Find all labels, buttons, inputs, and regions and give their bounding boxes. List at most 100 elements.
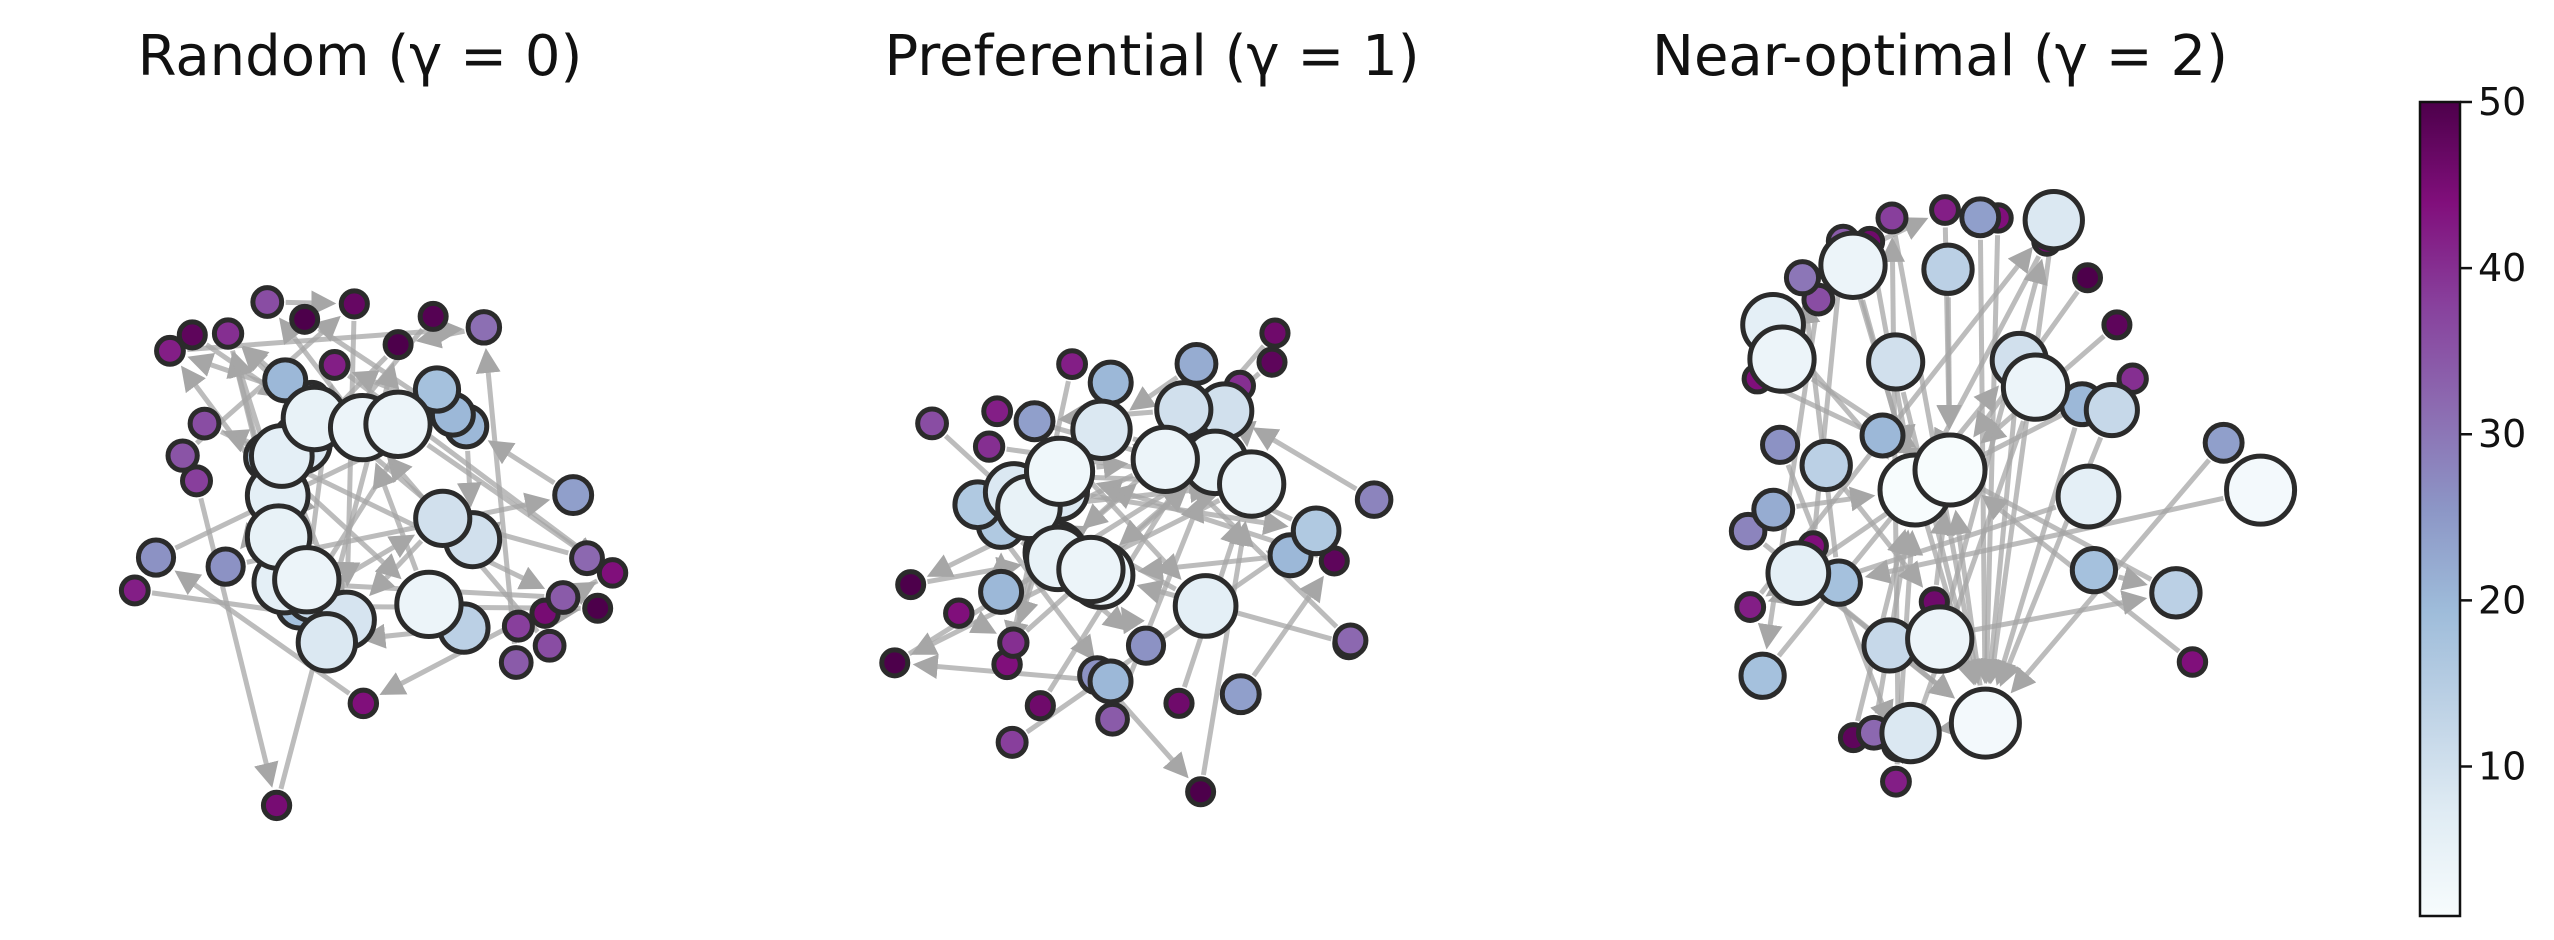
network-node bbox=[997, 626, 1030, 659]
edge-arrow bbox=[2117, 566, 2148, 591]
network-node bbox=[1024, 690, 1056, 722]
network-node bbox=[915, 406, 949, 441]
network-node bbox=[1880, 765, 1912, 798]
network-node bbox=[1163, 687, 1195, 719]
network-node bbox=[1959, 196, 2002, 239]
edge-arrow bbox=[1946, 258, 2048, 605]
network-node bbox=[1185, 776, 1217, 808]
edge-arrow bbox=[336, 534, 416, 583]
colorbar-tick-label: 30 bbox=[2478, 412, 2526, 456]
network-node bbox=[1818, 230, 1888, 300]
network-node bbox=[1747, 324, 1817, 394]
edge-arrow bbox=[1886, 429, 1915, 452]
network-node bbox=[981, 395, 1014, 428]
network-node bbox=[1095, 701, 1130, 737]
network-node bbox=[1087, 359, 1134, 406]
network-node bbox=[1783, 259, 1822, 297]
network-node bbox=[1354, 480, 1394, 519]
panel-title-preferential: Preferential (γ = 1) bbox=[884, 24, 1419, 89]
panel-title-random: Random (γ = 0) bbox=[138, 24, 583, 89]
edge-arrow bbox=[1120, 606, 1145, 635]
network-node bbox=[1799, 438, 1853, 493]
network-node bbox=[545, 580, 581, 615]
edge-arrow bbox=[1936, 297, 1962, 431]
edge-arrow bbox=[1109, 689, 1189, 779]
network-node bbox=[1130, 424, 1200, 494]
network-node bbox=[1256, 346, 1288, 378]
network-node bbox=[943, 597, 975, 629]
network-node bbox=[2101, 309, 2133, 341]
network-node bbox=[1174, 341, 1219, 386]
network-node bbox=[417, 300, 449, 332]
colorbar: 10 20 30 40 50 bbox=[2418, 80, 2526, 918]
colorbar-tick-label: 40 bbox=[2478, 246, 2526, 290]
network-node bbox=[879, 647, 911, 679]
network-node bbox=[295, 611, 359, 674]
edge-arrow bbox=[1946, 509, 1983, 686]
network-node bbox=[176, 319, 208, 351]
network-panel-preferential bbox=[879, 317, 1394, 808]
network-node bbox=[2055, 463, 2122, 530]
network-node bbox=[465, 309, 503, 346]
network-node bbox=[1875, 201, 1909, 235]
network-node bbox=[1859, 412, 1906, 459]
colorbar-tick-label: 50 bbox=[2478, 80, 2526, 124]
network-node bbox=[1948, 686, 2022, 760]
network-node bbox=[289, 303, 321, 335]
network-node bbox=[2224, 453, 2298, 527]
network-node bbox=[972, 430, 1006, 463]
network-panel-near-optimal bbox=[1728, 188, 2298, 798]
network-node bbox=[1921, 242, 1975, 296]
network-node bbox=[382, 329, 414, 361]
network-node bbox=[1760, 424, 1801, 465]
network-node bbox=[2202, 421, 2245, 464]
network-node bbox=[412, 365, 462, 414]
edge-arrow bbox=[968, 610, 997, 634]
network-node bbox=[1172, 573, 1239, 639]
network-node bbox=[338, 288, 370, 320]
network-node bbox=[2083, 381, 2140, 439]
network-node bbox=[211, 317, 245, 350]
network-node bbox=[895, 569, 927, 601]
network-node bbox=[2072, 262, 2104, 294]
edge-arrow bbox=[369, 539, 424, 597]
network-node bbox=[1765, 540, 1832, 607]
network-node bbox=[394, 569, 464, 640]
network-node bbox=[1905, 604, 1975, 674]
network-node bbox=[154, 334, 186, 367]
edge-arrow bbox=[1864, 495, 2224, 584]
edge-arrow bbox=[174, 570, 351, 696]
colorbar-gradient bbox=[2418, 100, 2462, 918]
network-node bbox=[1332, 622, 1369, 659]
network-node bbox=[250, 285, 285, 319]
network-node bbox=[118, 574, 151, 607]
edge-arrow bbox=[1129, 375, 1179, 411]
network-node bbox=[1056, 534, 1126, 605]
colorbar-ticks: 10 20 30 40 50 bbox=[2460, 80, 2526, 788]
node-layer bbox=[879, 317, 1394, 808]
network-node bbox=[260, 789, 293, 822]
network-node bbox=[1217, 449, 1287, 519]
edge-arrow bbox=[1898, 420, 2026, 765]
network-node bbox=[2069, 546, 2119, 595]
node-layer bbox=[118, 285, 629, 822]
edge-arrow bbox=[1200, 520, 1254, 776]
network-node bbox=[1929, 194, 1961, 226]
network-node bbox=[2149, 566, 2203, 620]
network-node bbox=[347, 687, 380, 720]
edge-arrow bbox=[285, 290, 337, 316]
network-node bbox=[978, 568, 1025, 615]
panel-title-near-optimal: Near-optimal (γ = 2) bbox=[1652, 24, 2228, 89]
network-node bbox=[498, 645, 534, 680]
network-node bbox=[363, 389, 433, 459]
edge-arrow bbox=[1991, 426, 2078, 686]
edge-arrow bbox=[1981, 252, 2052, 685]
edge-arrow bbox=[1974, 235, 2001, 685]
network-node bbox=[1751, 487, 1796, 532]
network-node bbox=[532, 628, 567, 663]
edge-layer bbox=[151, 290, 599, 790]
network-node bbox=[582, 592, 614, 624]
network-node bbox=[552, 474, 595, 517]
network-node bbox=[1734, 591, 1767, 623]
network-node bbox=[1023, 435, 1096, 507]
